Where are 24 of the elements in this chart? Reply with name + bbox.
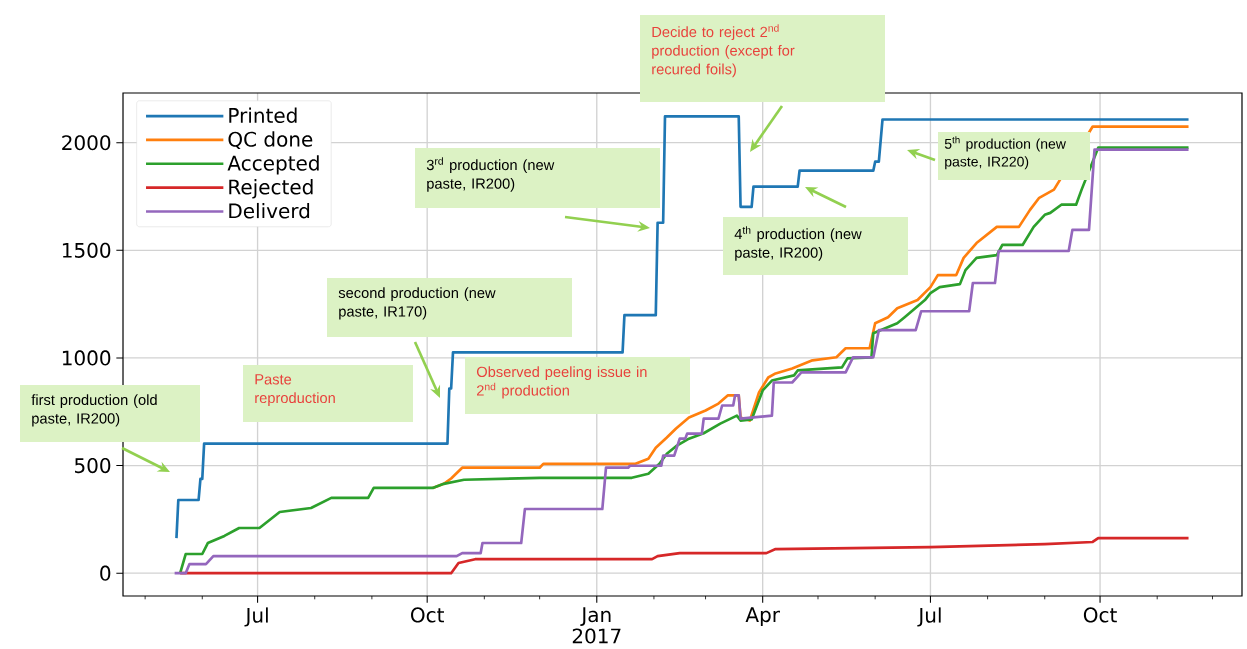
x-tick-label: Apr [745,607,780,627]
legend-label: Printed [229,107,297,123]
x-tick-label: Jul [244,607,268,627]
legend-label: Accepted [227,155,319,175]
annotation: 3$^{rd}$ production (new paste, IR200) [426,157,555,192]
legend-label: Rejected [229,179,313,199]
y-tick-label: 1000 [62,350,111,366]
annotation: Observed peeling issue in 2$^{nd}$ production [476,366,647,399]
annotation: Paste reproduction [255,374,335,406]
y-tick-label: 1500 [62,242,111,258]
x-tick-label: Oct [1083,607,1117,623]
y-tick-label: 2000 [62,135,111,151]
y-tick-label: 500 [75,457,111,474]
legend-label: Deliverd [229,202,310,219]
annotation: first production (old paste, IR200) [31,394,157,427]
annotation: 4$^{th}$ production (new paste, IR200) [734,226,862,261]
text: Decide to reject 2$^{nd}$ production (except for recured foils) [652,24,795,78]
y-tick-label: 0 [100,565,111,581]
annotation: second production (new paste, IR170) [338,287,496,320]
x-tick-label: Oct [411,607,444,623]
annotation: 5$^{th}$ production (new paste, IR220) [944,136,1066,170]
x-tick-label: Jan 2017 [572,607,621,644]
x-tick-label: Jul [917,607,941,627]
legend-label: QC done [228,131,313,150]
